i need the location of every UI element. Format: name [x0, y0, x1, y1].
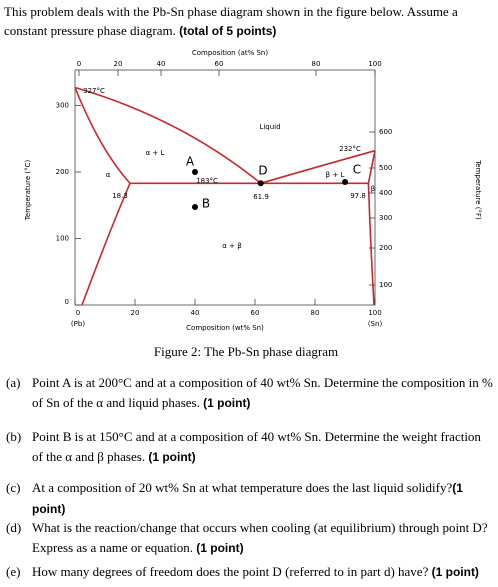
tick-label: 500	[379, 164, 392, 172]
question-label: (e)	[6, 564, 21, 579]
question-label: (c)	[6, 480, 21, 495]
question-label: (d)	[6, 520, 22, 535]
axis-title: Composition (wt% Sn)	[186, 324, 264, 332]
end-label: (Sn)	[368, 320, 383, 328]
tick-label: 40	[191, 309, 200, 317]
tick-label: 100	[368, 309, 381, 317]
tick-label: 20	[114, 60, 123, 68]
liquidus-left	[74, 86, 262, 184]
annotation: 61.9	[253, 193, 269, 201]
question-text: At a composition of 20 wt% Sn at what te…	[32, 480, 453, 495]
region-label: α + β	[222, 242, 241, 250]
question-text: Point A is at 200°C and at a composition…	[32, 375, 493, 410]
question: (b) Point B is at 150°C and at a composit…	[6, 427, 494, 467]
tick-label: 400	[379, 189, 392, 197]
question-label: (b)	[6, 429, 22, 444]
axis-title: Composition (at% Sn)	[192, 49, 268, 57]
question: (c) At a composition of 20 wt% Sn at what…	[6, 478, 494, 519]
tick-label: 80	[312, 60, 321, 68]
intro-text: This problem deals with the Pb-Sn phase …	[4, 4, 458, 38]
tick-label: 100	[368, 60, 381, 68]
point-a	[192, 169, 198, 175]
annotation: 18.3	[112, 192, 128, 200]
solidus-alpha	[74, 87, 131, 184]
point-label: C	[353, 163, 361, 177]
question-points: (1 point)	[148, 449, 196, 464]
tick-label: 300	[379, 214, 392, 222]
point-b	[192, 204, 198, 210]
question-label: (a)	[6, 375, 21, 390]
solvus-beta	[367, 150, 376, 306]
annotation: 327°C	[83, 87, 105, 95]
question-points: (1 point)	[203, 395, 251, 410]
region-label: β + L	[326, 171, 345, 179]
point-d	[257, 180, 264, 187]
point-label: D	[258, 164, 267, 178]
liquidus-right	[260, 149, 376, 185]
tick-label: 200	[379, 244, 392, 252]
point-label: A	[186, 155, 195, 169]
intro-points: (total of 5 points)	[179, 23, 277, 38]
tick-label: 300	[56, 102, 69, 110]
tick-label: 0	[65, 298, 69, 306]
tick-label: 100	[379, 281, 392, 289]
tick-label: 600	[379, 128, 392, 136]
figure-caption: Figure 2: The Pb-Sn phase diagram	[154, 344, 338, 359]
phase-diagram: Composition (at% Sn) 0 20 40 60 80 100 Composit…	[24, 49, 482, 359]
intro: This problem deals with the Pb-Sn phase …	[4, 3, 494, 40]
question-points: (1 point)	[196, 540, 244, 555]
end-label: (Pb)	[71, 320, 85, 328]
annotation: 97.8	[350, 192, 366, 200]
annotation: 232°C	[339, 145, 361, 153]
axis-title: Temperature (°C)	[24, 160, 32, 222]
question-points: (1 point)	[431, 565, 479, 579]
tick-label: 40	[157, 60, 166, 68]
question-text: What is the reaction/change that occurs …	[32, 520, 488, 555]
point-label: B	[202, 197, 210, 211]
region-label: α + L	[146, 149, 165, 157]
question-text: How many degrees of freedom does the poi…	[32, 564, 429, 579]
question: (a) Point A is at 200°C and at a composit…	[6, 373, 494, 413]
tick-label: 0	[77, 60, 81, 68]
region-label: α	[106, 171, 111, 179]
question: (e) How many degrees of freedom does the …	[6, 562, 494, 583]
solvus-alpha	[81, 182, 131, 306]
tick-label: 0	[76, 309, 80, 317]
point-c	[342, 179, 348, 185]
question: (d) What is the reaction/change that occu…	[6, 518, 494, 558]
question-points: (1 point)	[32, 481, 463, 516]
region-label: Liquid	[259, 123, 280, 131]
plot-frame	[74, 69, 376, 306]
tick-label: 200	[56, 168, 69, 176]
region-label: β	[371, 185, 375, 193]
tick-label: 60	[251, 309, 260, 317]
tick-label: 60	[215, 60, 224, 68]
annotation: 183°C	[196, 177, 218, 185]
question-text: Point B is at 150°C and at a composition…	[32, 429, 481, 464]
phase-boundaries	[74, 86, 376, 306]
tick-label: 80	[311, 309, 320, 317]
axis-title: Temperature (°F)	[474, 159, 482, 220]
tick-label: 100	[56, 235, 69, 243]
tick-label: 20	[131, 309, 140, 317]
